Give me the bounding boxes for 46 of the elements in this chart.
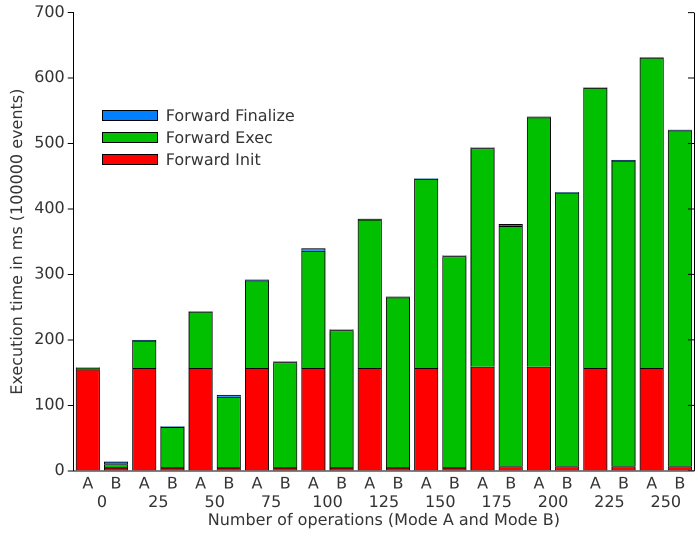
text: 75	[260, 492, 282, 511]
x-tick-label: A	[195, 474, 206, 493]
x-tick-label: A	[533, 474, 544, 493]
legend-label: Forward Init	[166, 150, 261, 170]
y-tick-label: 700	[34, 2, 65, 21]
x-tick-label: B	[618, 474, 630, 493]
x-tick-label: A	[477, 474, 488, 493]
text: 175	[481, 492, 512, 511]
x-tick-label: A	[138, 474, 150, 493]
x-tick-label: B	[392, 474, 404, 493]
y-axis-title: Execution time in ms (100000 events)	[6, 88, 26, 395]
legend-label: Forward Finalize	[166, 106, 295, 126]
y-tick-label: 300	[34, 264, 65, 283]
x-tick-label: B	[110, 474, 122, 493]
y-tick-label: 400	[34, 198, 65, 218]
x-tick-label: A	[590, 474, 601, 493]
y-tick-label: 200	[34, 329, 65, 348]
y-tick-label: 0	[54, 460, 65, 479]
x-tick-label: B	[674, 474, 686, 493]
legend-label: Forward Exec	[166, 128, 273, 148]
x-tick-label: A	[646, 474, 658, 493]
x-tick-label: A	[308, 474, 319, 493]
x-tick-label: B	[336, 474, 348, 493]
text: 25	[148, 492, 168, 511]
x-tick-label: B	[505, 474, 516, 493]
text: 50	[204, 492, 225, 511]
x-axis-title: Number of operations (Mode A and Mode B)	[208, 510, 560, 529]
x-tick-label: A	[364, 474, 376, 493]
text: 250	[650, 492, 682, 511]
text: 225	[594, 492, 625, 511]
x-tick-label: A	[252, 474, 263, 493]
x-tick-label: B	[448, 474, 460, 493]
text: 0	[96, 492, 108, 511]
text: 125	[368, 492, 400, 511]
y-tick-label: 600	[34, 67, 65, 86]
x-tick-label: B	[166, 474, 178, 493]
y-tick-label: 100	[34, 394, 65, 414]
x-tick-label: B	[562, 474, 573, 493]
text: 200	[538, 492, 568, 511]
y-tick-label: 500	[34, 132, 65, 152]
text: 150	[424, 492, 456, 511]
x-tick-label: A	[82, 474, 94, 493]
x-tick-label: B	[280, 474, 291, 493]
x-tick-label: B	[223, 474, 234, 493]
text: 100	[312, 492, 343, 511]
x-tick-label: A	[420, 474, 432, 493]
